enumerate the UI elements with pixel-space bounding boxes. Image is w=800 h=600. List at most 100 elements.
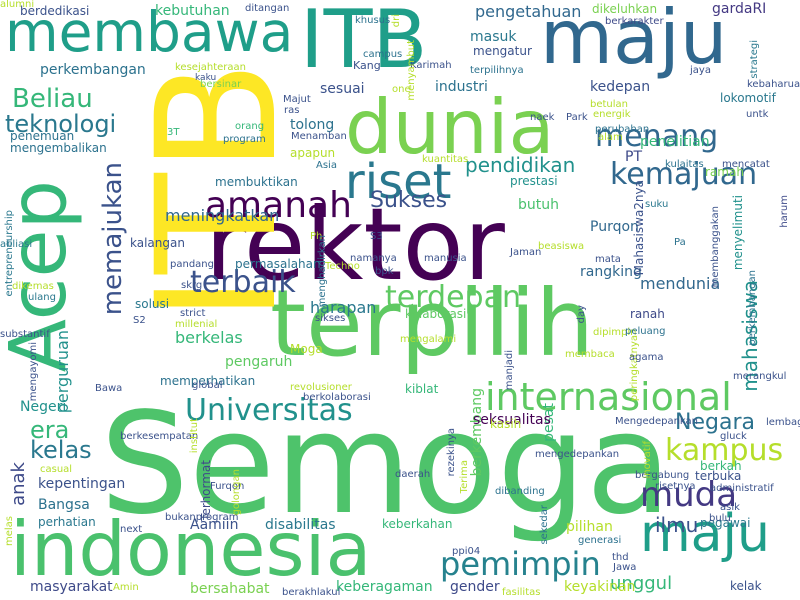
cloud-word: mengalami bbox=[400, 334, 457, 345]
cloud-word: Majut bbox=[283, 94, 311, 105]
cloud-word: amanah bbox=[205, 185, 352, 226]
cloud-word: ulang bbox=[28, 292, 56, 303]
cloud-word: era bbox=[30, 416, 70, 444]
cloud-word: pendidikan bbox=[465, 153, 576, 177]
cloud-word: ITB bbox=[300, 0, 428, 86]
cloud-word: naek bbox=[530, 112, 555, 123]
cloud-word: solusi bbox=[135, 297, 170, 311]
cloud-word: S2 bbox=[133, 315, 146, 326]
cloud-word: maju bbox=[540, 0, 728, 81]
cloud-word: mencatat bbox=[722, 159, 770, 170]
cloud-word: bukanprogram bbox=[165, 512, 239, 523]
cloud-word: terbaik bbox=[190, 265, 296, 300]
cloud-word: mengembalikan bbox=[10, 141, 107, 155]
cloud-word: asik bbox=[720, 502, 740, 513]
cloud-word: Bawa bbox=[95, 383, 123, 394]
cloud-word: berkelas bbox=[175, 328, 243, 347]
cloud-word: untk bbox=[746, 109, 769, 120]
cloud-word: golongan bbox=[231, 469, 242, 516]
cloud-word: Terima bbox=[459, 460, 470, 494]
cloud-word: melas bbox=[4, 516, 15, 547]
cloud-word: memajukan bbox=[98, 162, 128, 316]
cloud-word: Asia bbox=[316, 160, 337, 171]
cloud-word: masyarakat bbox=[30, 579, 113, 595]
cloud-word: mendunia bbox=[640, 274, 721, 293]
cloud-word: berkolaborasi bbox=[303, 392, 371, 403]
cloud-word: kaku bbox=[195, 73, 217, 83]
cloud-word: Moga bbox=[290, 342, 323, 356]
cloud-word: revolusioner bbox=[290, 382, 352, 393]
cloud-word: lembaga bbox=[766, 417, 800, 428]
cloud-word: mengedepankan bbox=[535, 449, 620, 460]
cloud-word: menyambut bbox=[406, 40, 417, 101]
cloud-word: Menamban bbox=[291, 131, 347, 142]
cloud-word: Beliau bbox=[12, 84, 93, 114]
cloud-word: maju bbox=[640, 504, 770, 564]
cloud-word: Bangsa bbox=[38, 497, 90, 513]
cloud-word: permasalahan bbox=[235, 257, 321, 271]
cloud-word: Jawa bbox=[613, 562, 637, 573]
cloud-word: thd bbox=[612, 552, 629, 563]
cloud-word: anak bbox=[8, 462, 29, 506]
cloud-word: berkesempatan bbox=[120, 431, 199, 442]
cloud-word: rangking bbox=[580, 264, 642, 280]
cloud-word: keyakinan bbox=[564, 579, 636, 595]
cloud-word: dunia bbox=[345, 83, 555, 171]
cloud-word: Park bbox=[566, 112, 588, 123]
cloud-word: Techno bbox=[325, 261, 360, 272]
cloud-word: berdedikasi bbox=[20, 4, 90, 18]
cloud-word: rezekinya bbox=[446, 428, 457, 477]
cloud-word: sekedar bbox=[539, 505, 550, 545]
cloud-word: perhatian bbox=[38, 515, 96, 529]
cloud-word: membaca bbox=[565, 349, 615, 360]
cloud-word: ilmu bbox=[655, 513, 699, 537]
cloud-word: disabilitas bbox=[265, 517, 336, 533]
cloud-word: penemuan bbox=[10, 129, 75, 143]
cloud-word: sesuai bbox=[320, 81, 365, 97]
cloud-word: dri bbox=[391, 14, 402, 28]
cloud-word: Ph bbox=[310, 231, 323, 242]
cloud-word: Negara bbox=[675, 410, 755, 435]
cloud-word: gardaRI bbox=[712, 1, 767, 17]
cloud-word: pemimpin bbox=[440, 545, 601, 583]
cloud-word: pilihan bbox=[566, 519, 613, 535]
cloud-word: terdepan bbox=[385, 280, 521, 315]
cloud-word: masuk bbox=[470, 29, 517, 45]
cloud-word: kebutuhan bbox=[155, 3, 230, 19]
cloud-word: kelas bbox=[30, 436, 92, 464]
cloud-word: memperhatikan bbox=[160, 374, 256, 388]
cloud-word: alam bbox=[598, 132, 623, 143]
cloud-word: butuh bbox=[518, 197, 559, 213]
cloud-word: Jaman bbox=[510, 247, 542, 258]
cloud-word: Amin bbox=[113, 582, 139, 593]
cloud-word: mengatur bbox=[473, 44, 532, 58]
cloud-word: pegawai bbox=[700, 516, 751, 530]
cloud-word: agama bbox=[629, 352, 664, 363]
cloud-word: bersahabat bbox=[190, 581, 270, 597]
cloud-word: terbuka bbox=[695, 469, 742, 483]
cloud-word: keberkahan bbox=[382, 517, 453, 531]
cloud-word: internasional bbox=[485, 375, 732, 419]
cloud-word: kedepan bbox=[590, 79, 651, 95]
cloud-word: Furqon bbox=[210, 481, 245, 492]
cloud-word: membuktikan bbox=[215, 175, 298, 189]
cloud-word: risetnya bbox=[655, 481, 696, 492]
cloud-word: ramah bbox=[705, 165, 744, 179]
cloud-word: teknologi bbox=[5, 110, 117, 138]
cloud-word: bulu bbox=[709, 513, 731, 524]
cloud-word: ditangan bbox=[245, 3, 290, 14]
cloud-word: berakhlakul bbox=[282, 587, 341, 598]
cloud-word: menang bbox=[595, 119, 719, 154]
cloud-word: kepentingan bbox=[38, 476, 126, 492]
cloud-word: prestasi bbox=[510, 174, 558, 188]
cloud-word: day bbox=[576, 305, 587, 324]
cloud-word: daerah bbox=[395, 469, 431, 480]
cloud-word: Negeri bbox=[20, 399, 67, 415]
cloud-word: afiliasi bbox=[0, 239, 33, 250]
cloud-word: skrg bbox=[181, 280, 203, 291]
cloud-word: apapun bbox=[290, 146, 336, 160]
cloud-word: kuantitas bbox=[422, 154, 469, 165]
cloud-word: namanya bbox=[350, 253, 397, 264]
cloud-word: keberagaman bbox=[336, 579, 433, 595]
